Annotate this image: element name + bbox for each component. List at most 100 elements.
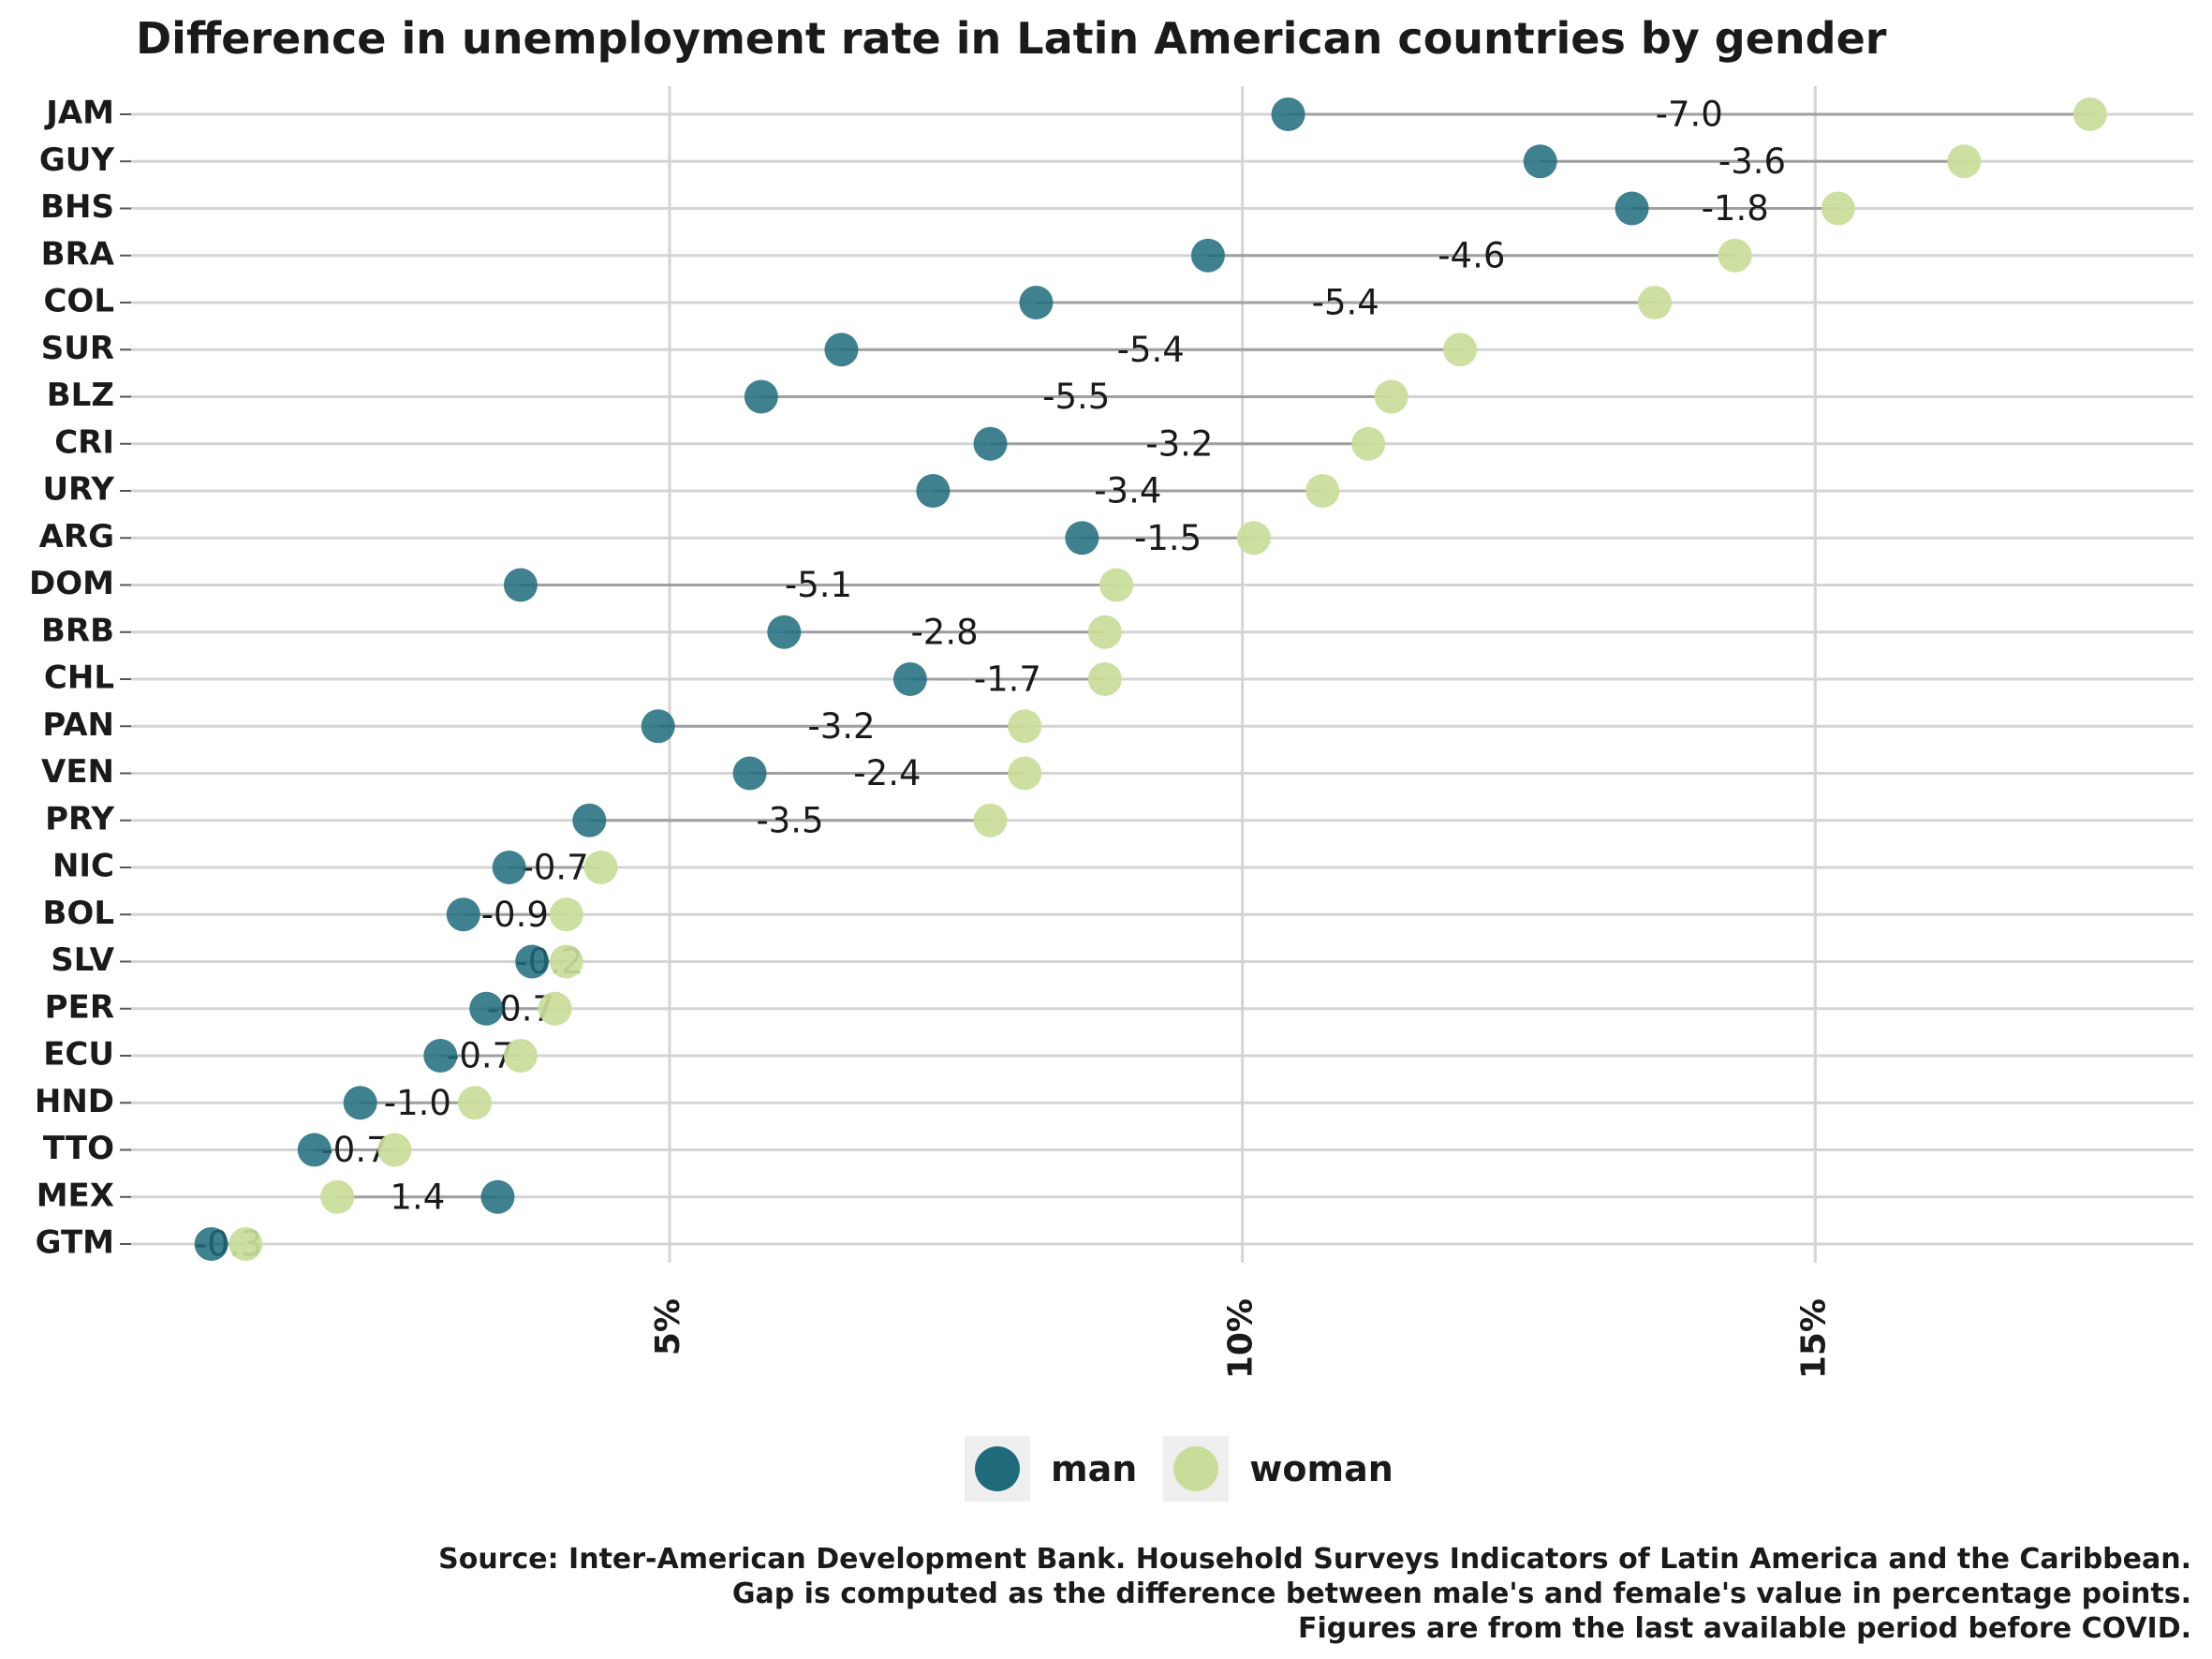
gap-label: -3.6 — [1718, 141, 1786, 182]
man-point — [824, 333, 859, 367]
country-label: BHS — [40, 188, 114, 226]
woman-point — [538, 991, 572, 1026]
woman-point — [583, 851, 618, 884]
legend-label-man: man — [1051, 1448, 1138, 1489]
man-point — [732, 756, 767, 791]
country-label: PER — [45, 988, 114, 1026]
country-label: BRA — [41, 235, 115, 273]
man-point — [343, 1086, 377, 1120]
man-point — [1190, 238, 1225, 273]
caption-line: Figures are from the last available peri… — [1298, 1612, 2191, 1645]
legend-key-woman — [1163, 1436, 1230, 1502]
x-tick-label: 5% — [649, 1298, 687, 1355]
woman-point — [1718, 238, 1752, 273]
country-label: CRI — [54, 423, 114, 461]
axis-layer: 5% 10% 15% JAM GUY BHS BRA COL SUR BLZ CRI URY ARG DO… — [29, 95, 1833, 1380]
gap-label: -2.4 — [853, 753, 921, 793]
man-point — [973, 426, 1008, 461]
country-label: CHL — [44, 659, 114, 697]
woman-point — [320, 1179, 355, 1214]
country-label: PRY — [45, 800, 114, 837]
gap-label: -5.5 — [1042, 377, 1110, 417]
gap-label: -3.2 — [807, 706, 875, 747]
gap-label: -3.5 — [756, 800, 823, 840]
man-point — [423, 1039, 458, 1073]
gap-label: -0.9 — [481, 895, 549, 935]
man-point — [572, 803, 607, 837]
man-point — [641, 709, 675, 744]
woman-point — [1374, 379, 1408, 414]
gap-label: -5.1 — [785, 565, 852, 605]
country-label: VEN — [41, 753, 114, 791]
country-label: BOL — [43, 895, 114, 932]
man-point — [1271, 97, 1305, 131]
country-label: HND — [35, 1083, 114, 1120]
gap-label: -5.4 — [1312, 283, 1379, 323]
country-label: SUR — [41, 330, 114, 367]
caption-line: Gap is computed as the difference betwee… — [731, 1578, 2191, 1610]
country-label: TTO — [43, 1130, 114, 1167]
country-label: PAN — [42, 706, 114, 744]
gap-label: -7.0 — [1656, 95, 1723, 135]
x-tick-label: 10% — [1222, 1298, 1261, 1379]
gap-label: -3.4 — [1094, 471, 1161, 511]
man-point — [503, 568, 538, 602]
man-point — [297, 1133, 332, 1167]
woman-point — [2072, 97, 2107, 131]
country-label: SLV — [51, 941, 114, 979]
man-point — [492, 851, 526, 884]
gap-label-layer: -7.0-3.6-1.8-4.6-5.4-5.4-5.5-3.2-3.4-1.5… — [195, 95, 1786, 1265]
country-label: ARG — [39, 518, 114, 555]
legend-key-man — [965, 1436, 1030, 1502]
woman-point — [503, 1039, 538, 1073]
point-layer — [194, 97, 2107, 1261]
country-label: GTM — [36, 1224, 114, 1262]
woman-point — [1008, 709, 1042, 744]
gap-label: -0.7 — [522, 848, 589, 888]
woman-point — [549, 944, 583, 979]
man-point — [1615, 191, 1649, 226]
dumbbell-plot: -7.0-3.6-1.8-4.6-5.4-5.4-5.5-3.2-3.4-1.5… — [29, 86, 2193, 1380]
woman-point — [458, 1086, 492, 1120]
woman-point — [1087, 662, 1122, 696]
country-label: MEX — [37, 1177, 114, 1214]
country-label: NIC — [52, 848, 114, 885]
woman-point — [1821, 191, 1855, 226]
woman-point — [1008, 756, 1042, 791]
gap-label: 1.4 — [390, 1177, 445, 1217]
man-point — [1019, 286, 1054, 319]
legend-swatch-woman — [1173, 1446, 1219, 1491]
country-label: GUY — [39, 141, 115, 179]
woman-point — [229, 1227, 263, 1261]
woman-point — [973, 803, 1008, 837]
woman-point — [1351, 426, 1386, 461]
country-label: COL — [43, 283, 114, 320]
country-label: BLZ — [47, 377, 114, 414]
man-point — [767, 615, 802, 649]
gap-label: -3.2 — [1145, 423, 1213, 464]
gap-label: -2.8 — [910, 612, 978, 652]
gap-label: -1.0 — [384, 1083, 451, 1123]
source-caption: Source: Inter-American Development Bank.… — [438, 1542, 2191, 1646]
man-point — [1065, 521, 1099, 555]
woman-point — [1443, 333, 1478, 367]
woman-point — [549, 897, 583, 932]
woman-point — [1305, 474, 1340, 508]
gap-label: -1.5 — [1134, 518, 1202, 558]
woman-point — [377, 1133, 412, 1167]
country-label: BRB — [41, 612, 114, 649]
man-point — [892, 662, 927, 696]
man-point — [469, 991, 504, 1026]
caption-line: Source: Inter-American Development Bank.… — [438, 1543, 2191, 1576]
woman-point — [1638, 286, 1673, 319]
legend-swatch-man — [975, 1446, 1020, 1491]
chart-title: Difference in unemployment rate in Latin… — [136, 13, 1887, 64]
legend: man woman — [965, 1436, 1420, 1502]
man-point — [194, 1227, 229, 1261]
gap-label: -5.4 — [1117, 330, 1185, 370]
man-point — [916, 474, 951, 508]
man-point — [480, 1179, 515, 1214]
woman-point — [1236, 521, 1271, 555]
x-tick-label: 15% — [1794, 1298, 1833, 1379]
woman-point — [1087, 615, 1122, 649]
